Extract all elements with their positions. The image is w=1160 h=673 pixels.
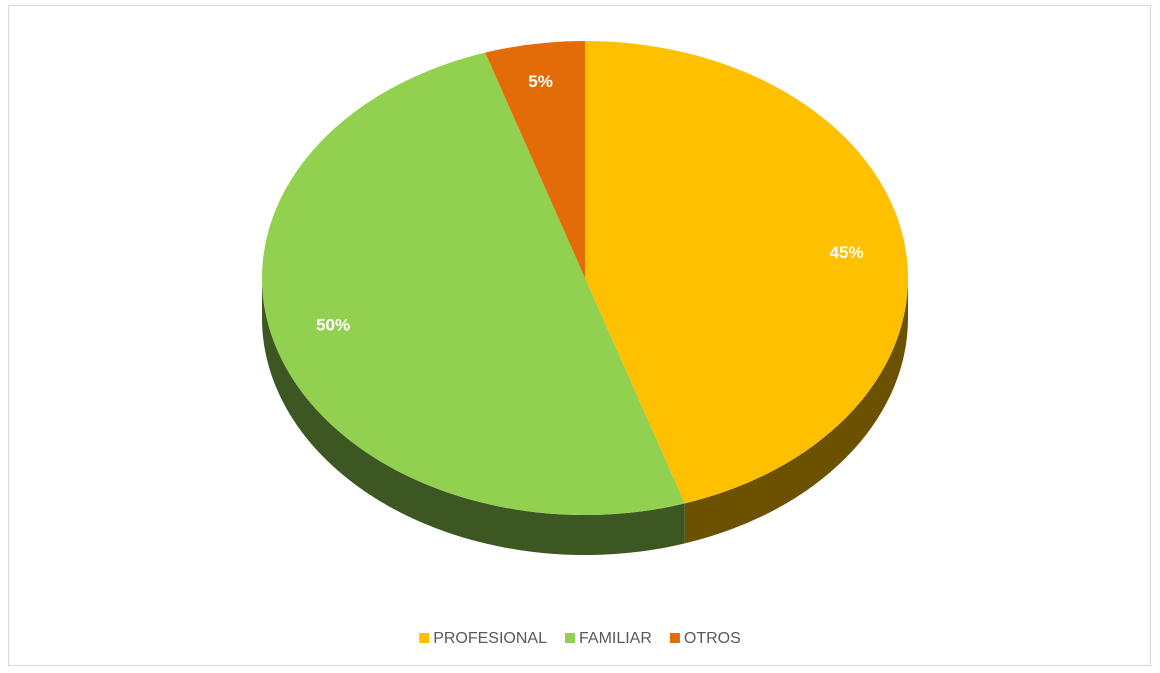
legend-swatch: [565, 633, 576, 643]
value-label: 45%: [830, 243, 864, 262]
legend-label: OTROS: [684, 630, 741, 647]
legend-swatch: [669, 633, 680, 643]
slice: [585, 41, 908, 504]
slice-side: [262, 278, 685, 555]
legend-label: FAMILIAR: [579, 630, 652, 647]
slice: [485, 41, 585, 278]
value-label: 5%: [528, 72, 553, 91]
value-label: 50%: [316, 316, 350, 335]
slice-side: [684, 278, 908, 544]
slice: [262, 52, 685, 515]
legend-swatch: [419, 633, 430, 643]
legend-label: PROFESIONAL: [433, 630, 547, 647]
